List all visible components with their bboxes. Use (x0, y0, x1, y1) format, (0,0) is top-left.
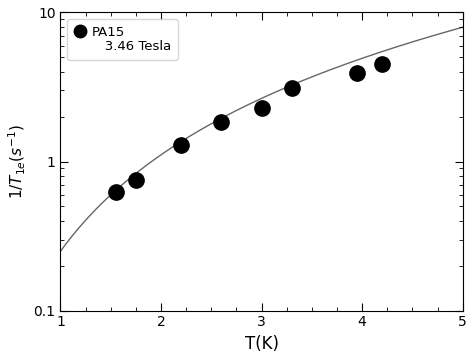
Point (132, 177, 140, 183)
Y-axis label: $1/T_{1e}(s^{-1})$: $1/T_{1e}(s^{-1})$ (7, 124, 28, 199)
Point (353, 71, 361, 76)
Point (218, 119, 225, 125)
Point (258, 105, 265, 111)
X-axis label: T(K): T(K) (245, 335, 279, 353)
Point (112, 190, 119, 195)
Legend: PA15,    3.46 Tesla: PA15, 3.46 Tesla (67, 19, 178, 59)
Point (177, 142, 185, 148)
Point (288, 85, 295, 91)
Point (378, 61, 386, 67)
